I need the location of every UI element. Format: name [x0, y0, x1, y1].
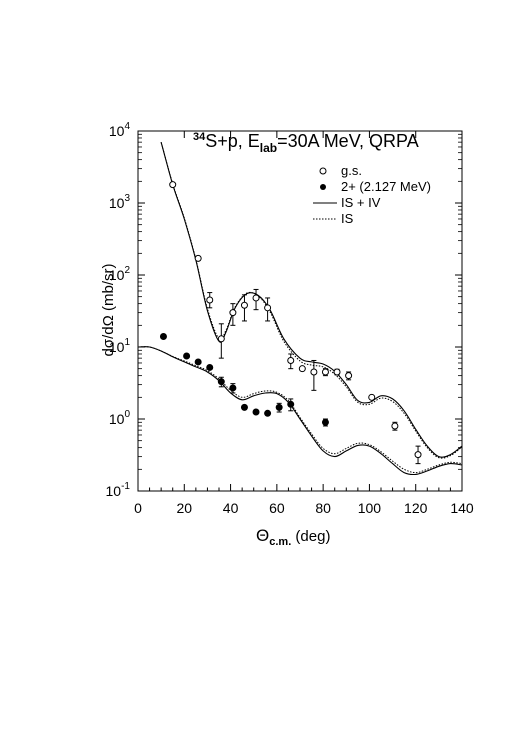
y-tick-base: 10	[109, 267, 125, 283]
data-point-filled	[159, 332, 167, 340]
y-tick-base: 10	[109, 195, 125, 211]
series-line	[137, 346, 463, 476]
data-point-open	[414, 451, 422, 459]
data-point-open	[298, 365, 306, 373]
legend-symbol-filled-circle	[320, 184, 326, 190]
y-tick-exponent: -1	[121, 481, 130, 492]
data-point-open	[368, 393, 376, 401]
data-point-filled	[206, 363, 214, 371]
series-line	[137, 346, 463, 474]
data-point-open	[310, 368, 318, 376]
x-tick-label: 80	[315, 500, 331, 516]
y-tick-exponent: 2	[124, 265, 130, 276]
chart-title: 34S+p, Elab=30A MeV, QRPA	[193, 131, 419, 155]
y-tick-base: 10	[106, 483, 122, 499]
data-point-filled	[229, 384, 237, 392]
y-tick-label: 102	[109, 265, 131, 283]
legend-symbol-open-circle	[319, 167, 327, 175]
data-point-filled	[275, 403, 283, 411]
x-label-subscript: c.m.	[269, 536, 291, 548]
y-tick-base: 10	[109, 411, 125, 427]
y-tick-label: 103	[109, 193, 131, 211]
y-tick-exponent: 1	[124, 337, 130, 348]
y-tick-base: 10	[109, 339, 125, 355]
y-tick-exponent: 4	[124, 121, 130, 132]
x-axis: 0 20 40 60 80 100 120 140	[134, 131, 474, 516]
data-point-open	[194, 254, 202, 262]
title-subscript: lab	[260, 141, 277, 155]
x-tick-label: 120	[404, 500, 428, 516]
y-tick-label: 100	[109, 409, 131, 427]
title-main: S+p, E	[205, 131, 260, 151]
data-point-open	[264, 304, 272, 312]
data-point-open	[252, 294, 260, 302]
x-label-main: Θ	[256, 526, 269, 545]
legend-label: IS	[341, 211, 354, 226]
legend-label: g.s.	[341, 163, 362, 178]
y-tick-exponent: 3	[124, 193, 130, 204]
series-lines	[137, 142, 463, 476]
data-point-open	[229, 309, 237, 317]
series-line	[160, 142, 463, 458]
data-point-open	[240, 301, 248, 309]
data-point-filled	[321, 418, 329, 426]
data-point-open	[391, 422, 399, 430]
title-superscript: 34	[193, 131, 206, 143]
data-point-open	[321, 368, 329, 376]
legend-label: IS + IV	[341, 195, 381, 210]
data-point-open	[333, 368, 341, 376]
x-axis-label: Θc.m. (deg)	[256, 526, 330, 548]
data-point-open	[206, 296, 214, 304]
data-point-open	[217, 335, 225, 343]
legend-label: 2+ (2.127 MeV)	[341, 179, 431, 194]
data-point-open	[169, 181, 177, 189]
data-point-filled	[183, 352, 191, 360]
data-point-filled	[240, 403, 248, 411]
series-points	[159, 181, 422, 465]
series-line	[160, 142, 463, 459]
x-tick-label: 140	[450, 500, 474, 516]
y-tick-exponent: 0	[124, 409, 130, 420]
y-tick-label: 104	[109, 121, 131, 139]
data-point-filled	[194, 358, 202, 366]
y-tick-base: 10	[109, 123, 125, 139]
data-point-filled	[217, 378, 225, 386]
data-point-open	[345, 372, 353, 380]
x-tick-label: 60	[269, 500, 285, 516]
data-point-filled	[252, 408, 260, 416]
x-tick-label: 100	[358, 500, 382, 516]
y-tick-label: 101	[109, 337, 131, 355]
title-rest: =30A MeV, QRPA	[277, 131, 419, 151]
x-tick-label: 0	[134, 500, 142, 516]
data-point-filled	[287, 400, 295, 408]
data-point-filled	[264, 409, 272, 417]
x-tick-label: 20	[176, 500, 192, 516]
y-tick-label: 10-1	[106, 481, 131, 499]
y-axis-label: dσ/dΩ (mb/sr)	[100, 264, 117, 357]
x-tick-label: 40	[223, 500, 239, 516]
x-label-rest: (deg)	[291, 528, 330, 545]
data-point-open	[287, 356, 295, 364]
